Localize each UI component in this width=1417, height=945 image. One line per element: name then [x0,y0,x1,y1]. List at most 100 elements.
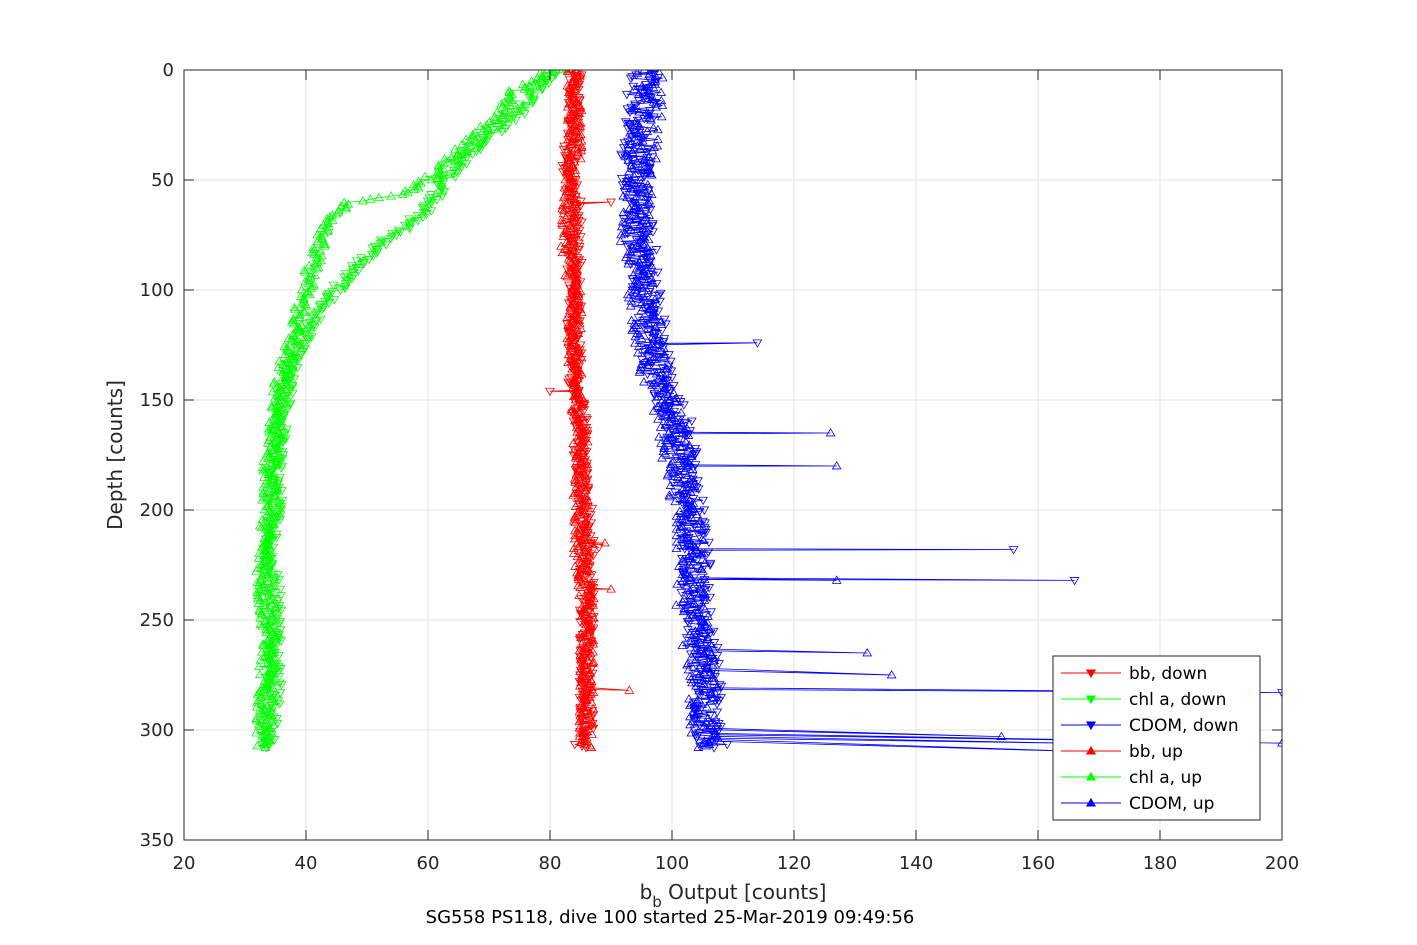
data-point [579,545,590,554]
data-point [588,551,599,561]
data-point [699,679,709,688]
data-point [561,186,572,195]
data-point [629,244,639,253]
data-point [657,383,668,392]
data-point [996,731,1007,740]
data-point [569,92,580,101]
data-point [701,718,712,727]
data-point [499,105,510,114]
data-point [625,108,635,118]
data-point [580,479,591,488]
data-point [700,519,710,528]
data-point [275,404,286,413]
data-point [575,715,586,724]
data-point [688,475,699,485]
data-point [574,508,585,517]
data-point [644,163,655,173]
data-point [408,179,419,189]
legend-item: chl a, down [1061,690,1226,710]
data-point [679,593,690,603]
data-point [278,436,288,446]
data-point [622,192,632,202]
data-point [626,225,636,234]
data-point [254,669,265,679]
data-point [623,259,634,268]
data-point [572,149,583,158]
data-point [752,339,763,348]
data-point [561,238,572,247]
data-point [645,94,656,103]
data-point [650,71,661,80]
data-point [572,71,582,80]
data-point [648,299,659,308]
series-chl-a-up [251,70,559,751]
data-point [562,129,573,139]
data-point [650,77,661,87]
data-point [635,365,645,375]
data-point [698,663,709,672]
data-point [695,647,706,656]
data-point [281,370,291,379]
data-point [662,364,672,373]
data-point [653,291,664,300]
data-point [261,627,272,637]
data-point [711,715,721,724]
data-point [276,365,287,375]
data-point [294,310,305,320]
data-point [651,102,662,111]
x-tick-label: 120 [777,853,811,874]
data-point [640,212,651,221]
data-point [698,601,709,611]
data-point [255,619,266,629]
data-point [639,115,650,124]
data-point [648,378,659,388]
data-point [548,70,559,75]
data-point [665,462,676,472]
data-point [685,719,695,729]
data-point [886,670,897,679]
data-point [625,128,635,137]
data-point [676,407,687,417]
data-point [265,710,276,719]
data-point [573,111,584,121]
data-point [571,189,581,198]
data-point [640,207,651,216]
data-point [1277,738,1282,747]
data-point [335,286,346,295]
data-point [694,669,705,679]
data-point [252,697,263,706]
data-point [575,703,586,713]
data-point [566,373,576,383]
data-point [566,150,577,160]
data-point [659,351,670,360]
data-point [567,406,577,415]
data-point [831,575,842,584]
data-point [653,341,663,350]
data-point [646,170,657,179]
data-point [579,640,590,650]
data-point [664,491,675,501]
data-point [580,734,590,743]
data-point [689,645,700,654]
data-point [690,639,701,648]
data-point [706,608,717,617]
data-point [271,422,282,431]
data-point [1008,546,1019,555]
data-point [635,220,645,229]
data-point [676,521,687,530]
data-point [643,183,654,192]
data-point [267,470,278,480]
data-point [672,472,683,481]
data-point [582,459,593,468]
data-point [385,234,396,244]
data-point [567,162,578,171]
data-point [570,228,581,237]
data-point [409,184,420,194]
data-point [506,103,516,113]
data-point [686,652,697,661]
data-point [439,158,449,168]
data-point [566,257,577,266]
data-point [264,664,275,674]
data-point [666,367,677,376]
data-point [585,711,595,721]
